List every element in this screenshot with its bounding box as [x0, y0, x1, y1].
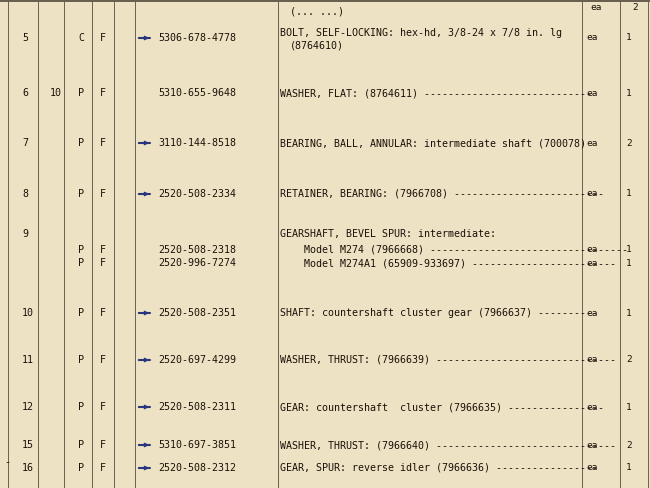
- Text: WASHER, FLAT: (8764611) ----------------------------: WASHER, FLAT: (8764611) ----------------…: [280, 88, 592, 98]
- Text: 1: 1: [626, 189, 632, 199]
- Text: 2: 2: [626, 139, 632, 147]
- Text: 11: 11: [22, 355, 34, 365]
- Text: F: F: [100, 138, 106, 148]
- Text: 2520-508-2312: 2520-508-2312: [158, 463, 236, 473]
- Text: 5: 5: [22, 33, 28, 43]
- Text: (8764610): (8764610): [290, 41, 344, 51]
- Text: F: F: [100, 88, 106, 98]
- Text: ea: ea: [586, 34, 597, 42]
- Text: 1: 1: [626, 403, 632, 411]
- Text: SHAFT: countershaft cluster gear (7966637) ----------: SHAFT: countershaft cluster gear (796663…: [280, 308, 598, 318]
- Text: P: P: [78, 440, 84, 450]
- Text: 6: 6: [22, 88, 28, 98]
- Text: 5310-697-3851: 5310-697-3851: [158, 440, 236, 450]
- Text: F: F: [100, 355, 106, 365]
- Text: GEAR, SPUR: reverse idler (7966636) -----------------: GEAR, SPUR: reverse idler (7966636) ----…: [280, 463, 598, 473]
- Text: 1: 1: [626, 259, 632, 267]
- Text: ea: ea: [586, 88, 597, 98]
- Text: ea: ea: [586, 355, 597, 365]
- Text: 2: 2: [626, 441, 632, 449]
- Text: BEARING, BALL, ANNULAR: intermediate shaft (700078): BEARING, BALL, ANNULAR: intermediate sha…: [280, 138, 586, 148]
- Text: ea: ea: [586, 139, 597, 147]
- Text: WASHER, THRUST: (7966640) ------------------------------: WASHER, THRUST: (7966640) --------------…: [280, 440, 616, 450]
- Text: 1: 1: [626, 245, 632, 255]
- Text: 12: 12: [22, 402, 34, 412]
- Text: P: P: [78, 308, 84, 318]
- Text: P: P: [78, 258, 84, 268]
- Text: 5310-655-9648: 5310-655-9648: [158, 88, 236, 98]
- Text: 10: 10: [50, 88, 62, 98]
- Text: 2520-508-2311: 2520-508-2311: [158, 402, 236, 412]
- Text: F: F: [100, 463, 106, 473]
- Text: 1: 1: [626, 88, 632, 98]
- Text: ea: ea: [590, 2, 601, 12]
- Text: 2520-508-2334: 2520-508-2334: [158, 189, 236, 199]
- Text: P: P: [78, 355, 84, 365]
- Text: ea: ea: [586, 245, 597, 255]
- Text: (... ...): (... ...): [290, 7, 344, 17]
- Text: 2520-508-2318: 2520-508-2318: [158, 245, 236, 255]
- Text: BOLT, SELF-LOCKING: hex-hd, 3/8-24 x 7/8 in. lg: BOLT, SELF-LOCKING: hex-hd, 3/8-24 x 7/8…: [280, 28, 562, 38]
- Text: 7: 7: [22, 138, 28, 148]
- Text: 5306-678-4778: 5306-678-4778: [158, 33, 236, 43]
- Text: GEAR: countershaft  cluster (7966635) ----------------: GEAR: countershaft cluster (7966635) ---…: [280, 402, 604, 412]
- Text: WASHER, THRUST: (7966639) ------------------------------: WASHER, THRUST: (7966639) --------------…: [280, 355, 616, 365]
- Text: F: F: [100, 440, 106, 450]
- Text: 1: 1: [626, 308, 632, 318]
- Text: 15: 15: [22, 440, 34, 450]
- Text: 1: 1: [626, 34, 632, 42]
- Text: P: P: [78, 88, 84, 98]
- Text: ea: ea: [586, 464, 597, 472]
- Text: F: F: [100, 402, 106, 412]
- Text: 2520-996-7274: 2520-996-7274: [158, 258, 236, 268]
- Text: C: C: [78, 33, 84, 43]
- Text: P: P: [78, 402, 84, 412]
- Text: 2520-697-4299: 2520-697-4299: [158, 355, 236, 365]
- Text: Model M274 (7966668) ---------------------------------: Model M274 (7966668) -------------------…: [280, 245, 628, 255]
- Text: ea: ea: [586, 259, 597, 267]
- Text: GEARSHAFT, BEVEL SPUR: intermediate:: GEARSHAFT, BEVEL SPUR: intermediate:: [280, 229, 496, 239]
- Text: -: -: [4, 457, 10, 467]
- Text: F: F: [100, 189, 106, 199]
- Text: 2: 2: [626, 355, 632, 365]
- Text: 1: 1: [626, 464, 632, 472]
- Text: Model M274A1 (65909-933697) ------------------------: Model M274A1 (65909-933697) ------------…: [280, 258, 616, 268]
- Text: 16: 16: [22, 463, 34, 473]
- Text: RETAINER, BEARING: (7966708) -------------------------: RETAINER, BEARING: (7966708) -----------…: [280, 189, 604, 199]
- Text: ea: ea: [586, 441, 597, 449]
- Text: 2: 2: [632, 2, 638, 12]
- Text: F: F: [100, 245, 106, 255]
- Text: F: F: [100, 258, 106, 268]
- Text: 8: 8: [22, 189, 28, 199]
- Text: F: F: [100, 33, 106, 43]
- Text: ea: ea: [586, 403, 597, 411]
- Text: 9: 9: [22, 229, 28, 239]
- Text: P: P: [78, 245, 84, 255]
- Text: ea: ea: [586, 189, 597, 199]
- Text: ea: ea: [586, 308, 597, 318]
- Text: F: F: [100, 308, 106, 318]
- Text: 10: 10: [22, 308, 34, 318]
- Text: P: P: [78, 463, 84, 473]
- Text: P: P: [78, 189, 84, 199]
- Text: P: P: [78, 138, 84, 148]
- Text: 2520-508-2351: 2520-508-2351: [158, 308, 236, 318]
- Text: 3110-144-8518: 3110-144-8518: [158, 138, 236, 148]
